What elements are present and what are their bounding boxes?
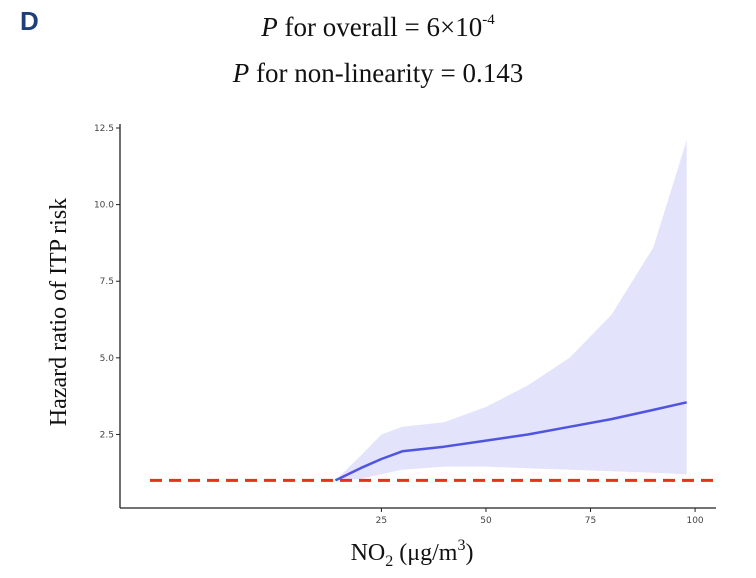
y-tick-label: 7.5 xyxy=(100,277,114,287)
x-axis-label: NO2 (μg/m3) xyxy=(351,537,474,570)
y-tick-label: 5.0 xyxy=(100,354,115,364)
x-tick-label: 50 xyxy=(480,516,492,526)
tick-layer: 25 50 75 100 2.5 5.0 7.5 10.0 12.5 xyxy=(94,124,704,526)
axes xyxy=(119,124,716,509)
x-axis-label-unit: (μg/m xyxy=(393,540,458,566)
y-tick-label: 12.5 xyxy=(94,124,114,134)
x-axis-label-unit-superscript: 3 xyxy=(457,537,465,554)
x-axis-label-unit-close: ) xyxy=(465,540,473,566)
p-nonlinearity-symbol: P xyxy=(232,58,250,88)
p-nonlinearity-text: P for non-linearity = 0.143 xyxy=(0,58,756,89)
y-tick-label: 10.0 xyxy=(94,201,114,211)
x-tick-label: 100 xyxy=(686,516,703,526)
p-nonlinearity-value: for non-linearity = 0.143 xyxy=(249,58,524,88)
y-axis-label: Hazard ratio of ITP risk xyxy=(46,198,72,426)
panel-letter: D xyxy=(20,6,39,36)
x-tick-label: 75 xyxy=(585,516,596,526)
p-overall-text: P for overall = 6×10-4 xyxy=(0,12,756,43)
confidence-band xyxy=(335,140,687,481)
hazard-ratio-line xyxy=(334,401,687,482)
y-tick-label: 2.5 xyxy=(100,430,114,440)
confidence-band-layer xyxy=(335,140,687,481)
p-overall-exponent: -4 xyxy=(482,12,495,28)
p-overall-value: for overall = 6×10 xyxy=(277,12,483,42)
hazard-ratio-line-layer xyxy=(334,401,687,482)
x-axis-label-subscript: 2 xyxy=(385,553,393,570)
x-axis-label-main: NO xyxy=(351,540,386,566)
x-tick-label: 25 xyxy=(376,516,387,526)
p-overall-symbol: P xyxy=(261,12,278,42)
